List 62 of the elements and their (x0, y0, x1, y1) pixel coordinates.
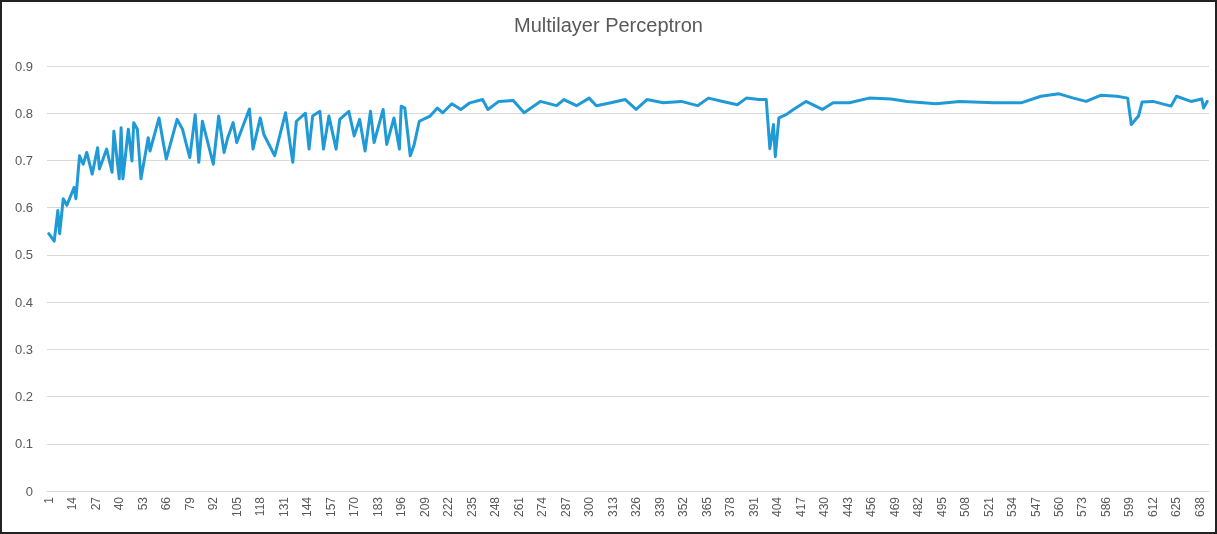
x-tick-label: 287 (558, 496, 573, 518)
x-tick-label: 326 (629, 496, 644, 518)
x-tick-label: 105 (229, 496, 244, 518)
x-tick-label: 53 (135, 496, 150, 511)
y-tick-label: 0.2 (14, 389, 33, 405)
x-tick-label: 469 (887, 496, 902, 518)
x-tick-label: 66 (159, 496, 174, 511)
x-tick-label: 157 (323, 496, 338, 518)
x-tick-label: 131 (276, 496, 291, 518)
x-tick-label: 612 (1145, 496, 1160, 518)
y-tick-label: 0.9 (14, 58, 33, 74)
x-tick-label: 378 (723, 496, 738, 518)
x-tick-label: 482 (911, 496, 926, 518)
x-tick-label: 521 (981, 496, 996, 518)
y-tick-label: 0.6 (14, 200, 33, 216)
x-tick-label: 313 (605, 496, 620, 518)
x-tick-label: 456 (864, 496, 879, 518)
x-tick-label: 248 (488, 496, 503, 518)
x-tick-label: 391 (746, 496, 761, 518)
x-tick-label: 430 (817, 496, 832, 518)
y-tick-label: 0.3 (14, 341, 33, 357)
x-tick-label: 547 (1028, 496, 1043, 518)
x-tick-label: 144 (300, 496, 315, 518)
x-tick-label: 40 (112, 496, 127, 511)
x-tick-label: 274 (535, 496, 550, 518)
x-tick-label: 222 (441, 496, 456, 518)
x-tick-label: 625 (1169, 496, 1184, 518)
x-tick-label: 92 (206, 496, 221, 511)
line-series (47, 92, 1209, 243)
x-tick-label: 508 (958, 496, 973, 518)
x-tick-label: 443 (840, 496, 855, 518)
x-tick-label: 235 (464, 496, 479, 518)
y-tick-label: 0.4 (14, 294, 33, 310)
x-tick-label: 118 (253, 496, 268, 517)
x-tick-label: 339 (652, 496, 667, 518)
x-tick-label: 365 (699, 496, 714, 518)
x-tick-label: 417 (793, 496, 808, 518)
x-tick-label: 196 (394, 496, 409, 518)
y-tick-label: 0.1 (14, 436, 33, 452)
x-tick-label: 79 (182, 496, 197, 511)
x-tick-label: 495 (934, 496, 949, 518)
x-tick-label: 599 (1122, 496, 1137, 518)
y-tick-label: 0 (25, 483, 33, 499)
y-tick-label: 0.8 (14, 105, 33, 121)
y-tick-label: 0.5 (14, 247, 33, 263)
x-tick-label: 261 (511, 496, 526, 518)
x-tick-label: 560 (1052, 496, 1067, 518)
x-tick-label: 534 (1005, 496, 1020, 518)
x-tick-label: 404 (770, 496, 785, 518)
x-tick-label: 170 (347, 496, 362, 518)
x-tick-label: 638 (1192, 496, 1207, 518)
x-tick-label: 586 (1098, 496, 1113, 518)
x-tick-label: 573 (1075, 496, 1090, 518)
x-tick-label: 183 (370, 496, 385, 518)
x-tick-label: 300 (582, 496, 597, 518)
y-tick-label: 0.7 (14, 152, 33, 168)
chart-title: Multilayer Perceptron (514, 14, 703, 36)
x-tick-label: 209 (417, 496, 432, 518)
x-tick-label: 27 (88, 496, 103, 511)
x-tick-label: 352 (676, 496, 691, 518)
x-tick-label: 14 (65, 496, 80, 511)
x-tick-label: 1 (41, 496, 56, 504)
